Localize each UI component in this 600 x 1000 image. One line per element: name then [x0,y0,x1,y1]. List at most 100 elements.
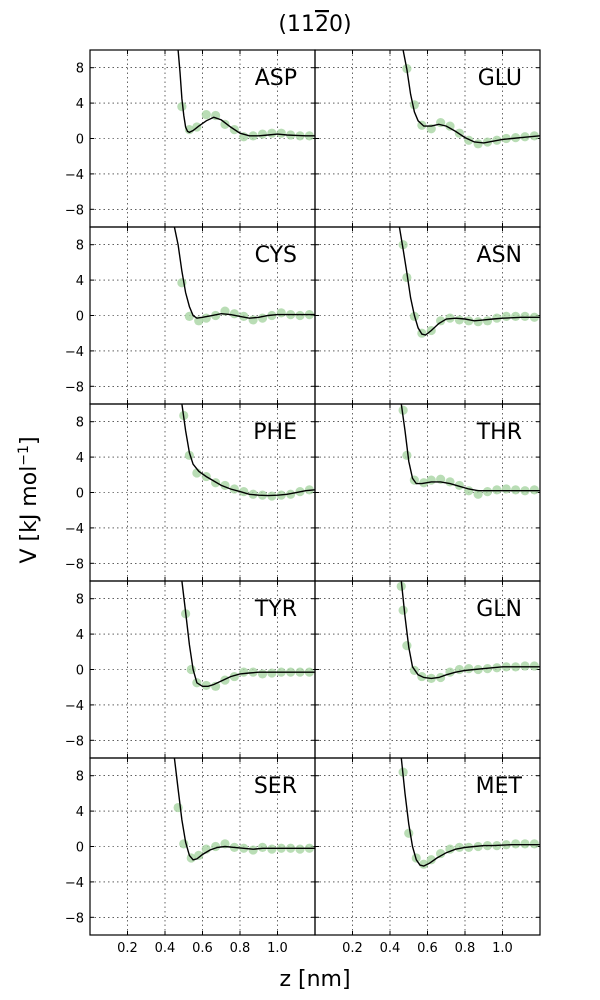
y-tick-label: 8 [76,239,84,254]
panels-group: ASP 8 4 0 −4 −8 GLU CYS 8 4 0 −4 −8 ASN PHE 8 4 0 −4 −8 THR T… [65,49,541,956]
panel-label: ASN [477,243,522,268]
data-point [267,844,277,854]
panel-frame [314,757,541,936]
data-point [419,859,429,869]
x-tick-label: 0.2 [342,941,363,956]
y-axis-label-sup: −1 [16,445,32,466]
data-point [201,110,211,120]
y-tick-label: 4 [76,97,84,112]
x-tick-label: 0.4 [155,941,176,956]
panel-glu: GLU [314,49,541,228]
data-point [211,310,221,321]
fit-curve [398,227,540,336]
points-group [398,767,539,869]
panel-label: MET [476,774,523,799]
data-point [248,315,258,325]
chart-title-bar-digit: 2 [315,12,329,37]
data-point [295,310,305,321]
y-tick-label: 4 [76,628,84,643]
y-tick-label: 0 [76,133,84,148]
y-tick-label: 8 [76,416,84,431]
x-tick-label: 1.0 [267,941,288,956]
data-point [511,311,521,321]
data-point [426,475,436,485]
panel-gln: GLN [314,580,541,759]
chart-title: (1120) [278,12,351,37]
data-point [482,316,493,326]
data-point [239,667,249,677]
data-point [201,680,211,691]
panel-label: THR [476,420,522,445]
data-point [398,405,408,415]
x-tick-label: 1.0 [492,941,513,956]
data-point [276,308,286,318]
x-tick-label: 0.2 [117,941,138,956]
x-tick-label: 0.4 [380,941,401,956]
data-point [520,311,530,321]
data-point [529,485,539,495]
y-tick-label: −4 [65,876,84,891]
data-point [257,313,268,323]
fit-curve [181,581,315,687]
data-point [520,661,530,671]
data-point [529,661,539,671]
x-axis-label: z [nm] [279,967,350,992]
panel-asn: ASN [314,226,541,405]
panel-asp: ASP 8 4 0 −4 −8 [65,49,316,228]
data-point [436,848,446,859]
panel-label: PHE [253,420,297,445]
data-point [257,669,268,679]
data-point [482,487,493,497]
data-point [473,317,483,327]
data-point [229,309,239,319]
data-point [473,489,483,499]
panel-tyr: TYR 8 4 0 −4 −8 [65,580,316,759]
y-tick-label: 0 [76,310,84,325]
chart-title-post: 0) [329,12,352,37]
y-tick-label: 0 [76,841,84,856]
x-tick-label: 0.6 [192,941,213,956]
data-point [464,316,474,326]
panel-label: CYS [255,243,297,268]
data-point [220,119,230,129]
data-point [492,485,502,495]
data-point [520,839,530,849]
panel-label: GLU [478,66,522,91]
fit-curve [173,758,315,861]
data-point [295,844,305,854]
fit-curve [173,227,315,319]
fit-curve [400,404,540,492]
chart-title-pre: (11 [278,12,315,37]
y-tick-label: −4 [65,699,84,714]
y-tick-label: 8 [76,62,84,77]
panel-label: TYR [254,597,297,622]
y-tick-label: 0 [76,487,84,502]
y-tick-label: 4 [76,805,84,820]
data-point [454,842,464,852]
data-point [276,128,286,138]
data-point [454,315,464,325]
data-point [511,839,521,849]
fit-curve [181,404,315,497]
data-point [501,311,511,321]
data-point [473,139,483,149]
data-point [454,480,464,491]
data-point [267,128,277,138]
y-tick-label: −4 [65,168,84,183]
data-point [445,121,455,131]
panel-cys: CYS 8 4 0 −4 −8 [65,226,316,405]
x-tick-label: 0.6 [417,941,438,956]
y-axis-label: V [kJ mol−1] [16,436,42,563]
y-tick-label: −8 [65,203,84,218]
y-tick-label: 4 [76,274,84,289]
data-point [501,484,511,494]
data-point [426,855,436,865]
data-point [409,100,419,110]
data-point [398,605,408,615]
fit-curve [177,50,315,137]
data-point [402,450,412,460]
y-tick-label: 4 [76,451,84,466]
data-point [257,842,268,852]
points-group [173,802,314,863]
